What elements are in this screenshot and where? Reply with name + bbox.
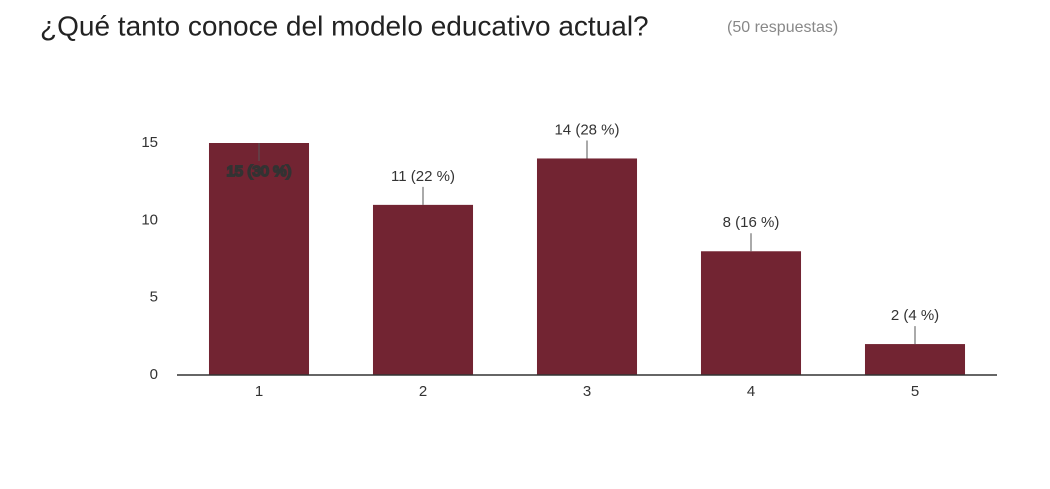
x-tick-label: 2: [419, 383, 427, 400]
x-tick-label: 5: [911, 383, 919, 400]
bar: [208, 143, 310, 375]
value-label: 15 (30 %): [226, 163, 291, 180]
chart-title: ¿Qué tanto conoce del modelo educativo a…: [40, 10, 649, 41]
y-tick-label: 0: [150, 366, 158, 383]
y-tick-label: 10: [141, 211, 158, 228]
y-tick-label: 15: [141, 134, 158, 151]
bar: [864, 344, 966, 375]
value-label: 14 (28 %): [554, 121, 619, 138]
bar: [700, 251, 802, 375]
value-label: 11 (22 %): [391, 168, 455, 185]
x-tick-label: 4: [747, 383, 755, 400]
value-label: 8 (16 %): [723, 214, 780, 231]
chart-subtitle: (50 respuestas): [727, 19, 838, 36]
x-tick-label: 3: [583, 383, 591, 400]
bar: [536, 158, 638, 375]
y-tick-label: 5: [150, 289, 158, 306]
value-label: 2 (4 %): [891, 307, 939, 324]
bar: [372, 204, 474, 375]
x-tick-label: 1: [255, 383, 263, 400]
